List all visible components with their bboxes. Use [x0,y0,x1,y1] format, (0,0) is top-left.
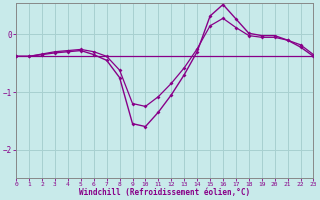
X-axis label: Windchill (Refroidissement éolien,°C): Windchill (Refroidissement éolien,°C) [79,188,250,197]
